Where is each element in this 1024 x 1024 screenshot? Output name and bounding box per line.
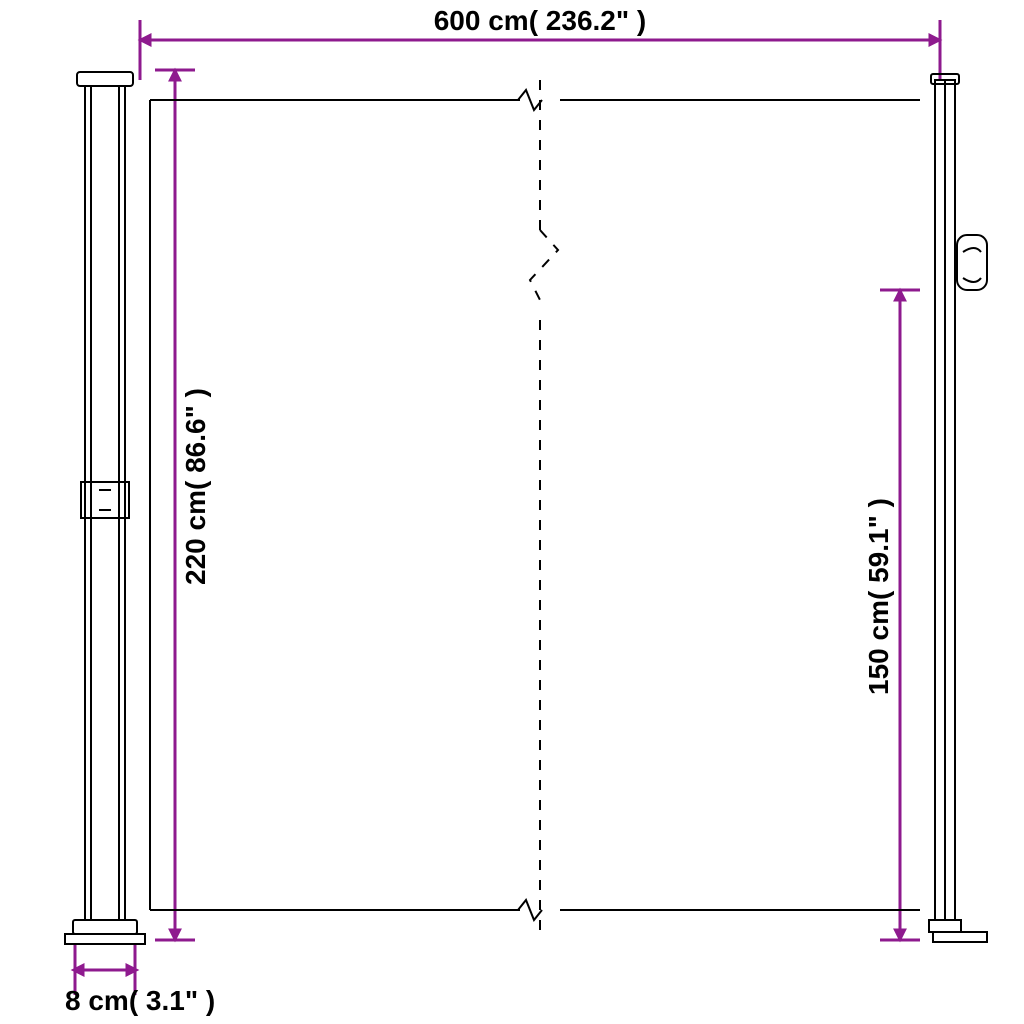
left-post-bracket — [81, 482, 129, 518]
dim-base-label: 8 cm( 3.1" ) — [65, 985, 215, 1016]
dim-height-left-label: 220 cm( 86.6" ) — [180, 388, 211, 585]
right-post-baseplate — [933, 932, 987, 942]
right-post-foot — [929, 920, 961, 932]
dim-height-right-label: 150 cm( 59.1" ) — [863, 498, 894, 695]
dim-width-label: 600 cm( 236.2" ) — [434, 5, 647, 36]
left-post-baseplate — [65, 934, 145, 944]
left-post-foot — [73, 920, 137, 934]
left-post-topcap — [77, 72, 133, 86]
break-line-notch — [530, 230, 558, 300]
